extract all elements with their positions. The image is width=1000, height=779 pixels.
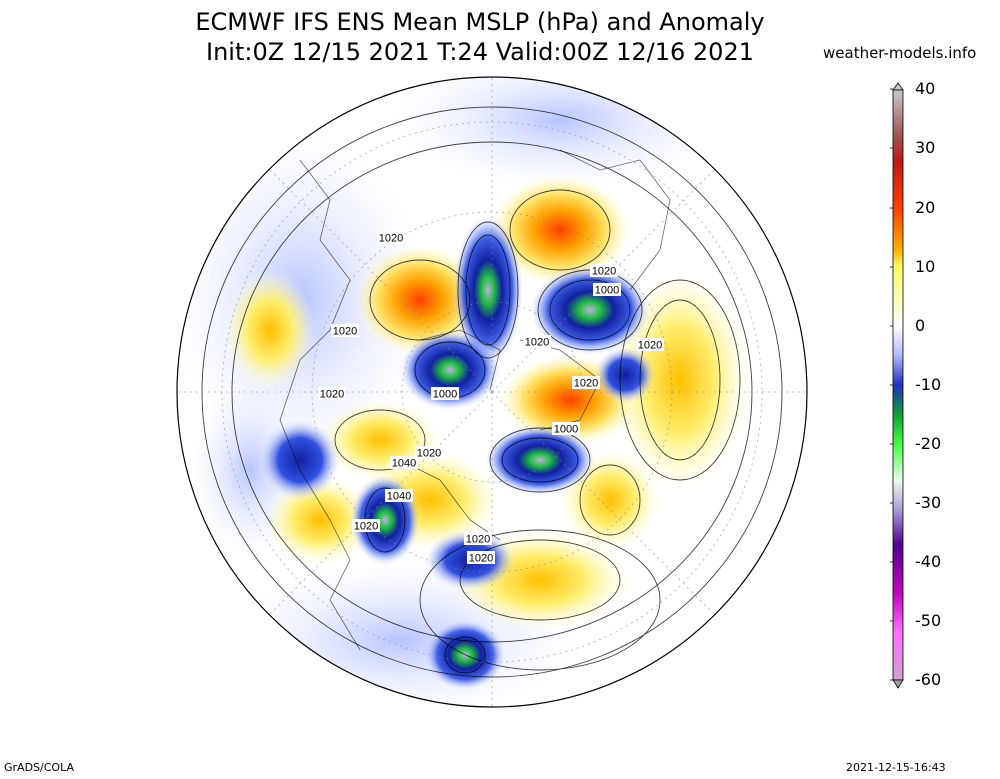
isobar-label: 1020: [417, 448, 441, 460]
isobar-label: 1000: [595, 285, 619, 297]
isobar-label: 1020: [592, 266, 616, 278]
colorbar-label: -10: [915, 375, 942, 394]
colorbar-label: -20: [915, 434, 942, 453]
map-title: ECMWF IFS ENS Mean MSLP (hPa) and Anomal…: [195, 8, 765, 36]
isobar-label: 1020: [379, 233, 403, 245]
colorbar-top-arrow: [892, 82, 904, 91]
isobar-label: 1020: [469, 553, 493, 565]
isobar-label: 1020: [638, 340, 662, 352]
isobar-label: 1020: [333, 326, 357, 338]
isobar-label: 1040: [392, 458, 416, 470]
colorbar-bottom-arrow: [892, 679, 904, 689]
isobar-label: 1020: [354, 521, 378, 533]
isobar-label: 1000: [554, 424, 578, 436]
isobar-label: 1020: [466, 534, 490, 546]
colorbar: [890, 82, 904, 689]
isobar-label: 1040: [387, 491, 411, 503]
colorbar-label: -40: [915, 552, 942, 571]
footer-timestamp: 2021-12-15-16:43: [846, 761, 946, 774]
colorbar-label: -50: [915, 611, 942, 630]
colorbar-label: 30: [915, 138, 936, 157]
colorbar-label: 0: [915, 316, 926, 335]
isobar-label: 1020: [320, 389, 344, 401]
isobar-label: 1000: [433, 389, 457, 401]
site-credit: weather-models.info: [823, 44, 977, 62]
colorbar-label: 40: [915, 79, 936, 98]
anomaly-field: [177, 77, 807, 707]
map-boundary: [176, 76, 808, 708]
map-subtitle: Init:0Z 12/15 2021 T:24 Valid:00Z 12/16 …: [206, 38, 754, 66]
colorbar-label: -30: [915, 493, 942, 512]
isobar-label: 1020: [574, 378, 598, 390]
isobar-labels: 1020 1020 1020 1020 1000 1000 1020 1000 …: [318, 231, 664, 565]
colorbar-label: 20: [915, 198, 936, 217]
colorbar-label: 10: [915, 257, 936, 276]
footer-grads-credit: GrADS/COLA: [4, 761, 74, 774]
colorbar-gradient: [892, 89, 904, 681]
colorbar-label: -60: [915, 670, 942, 689]
isobar-label: 1020: [525, 337, 549, 349]
